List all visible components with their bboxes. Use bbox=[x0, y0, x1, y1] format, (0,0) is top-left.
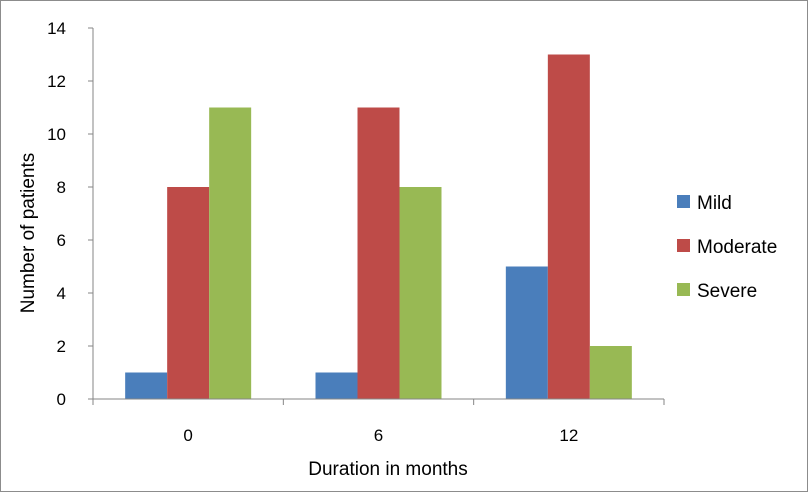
x-tick-label: 6 bbox=[374, 426, 383, 445]
legend-swatch-moderate bbox=[677, 239, 690, 252]
x-axis-title: Duration in months bbox=[308, 459, 467, 480]
x-tick-label: 0 bbox=[183, 426, 192, 445]
bars bbox=[125, 54, 632, 399]
legend-swatch-severe bbox=[677, 283, 690, 296]
x-tick-label: 12 bbox=[559, 426, 578, 445]
y-axis-title: Number of patients bbox=[18, 153, 39, 314]
bar-severe-12 bbox=[589, 346, 632, 399]
bar-moderate-6 bbox=[357, 107, 400, 399]
legend-label-mild: Mild bbox=[697, 193, 732, 214]
legend-label-moderate: Moderate bbox=[697, 237, 777, 258]
y-tick-label: 4 bbox=[57, 284, 66, 303]
y-tick-label: 10 bbox=[47, 125, 66, 144]
legend: Mild Moderate Severe bbox=[677, 193, 777, 302]
legend-label-severe: Severe bbox=[697, 281, 757, 302]
legend-swatch-mild bbox=[677, 195, 690, 208]
bar-moderate-0 bbox=[167, 187, 210, 399]
axes bbox=[92, 28, 664, 400]
y-tick-label: 12 bbox=[47, 72, 66, 91]
bar-mild-12 bbox=[505, 266, 548, 399]
y-tick-label: 2 bbox=[57, 337, 66, 356]
x-axis-ticks: 0 6 12 bbox=[92, 399, 665, 445]
bar-severe-6 bbox=[399, 187, 442, 399]
y-tick-label: 14 bbox=[47, 19, 66, 38]
bar-moderate-12 bbox=[547, 54, 590, 399]
bar-mild-6 bbox=[315, 372, 358, 399]
y-axis-ticks: 0 2 4 6 8 10 12 14 bbox=[47, 19, 93, 409]
y-tick-label: 8 bbox=[57, 178, 66, 197]
bar-severe-0 bbox=[209, 107, 252, 399]
bar-mild-0 bbox=[125, 372, 168, 399]
y-tick-label: 6 bbox=[57, 231, 66, 250]
y-tick-label: 0 bbox=[57, 390, 66, 409]
